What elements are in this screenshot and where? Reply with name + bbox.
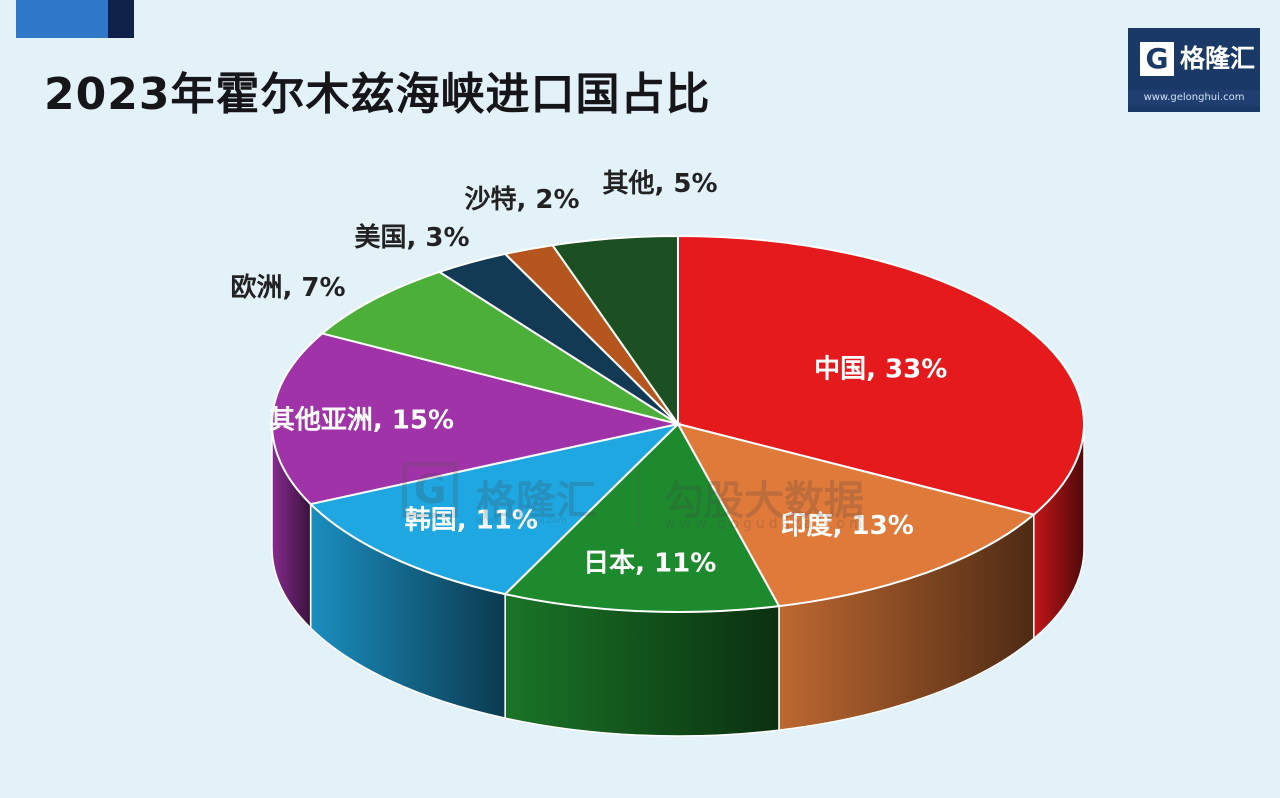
pie-slice-其他 <box>550 234 679 428</box>
watermark-name-secondary: 勾股大数据 <box>664 478 864 524</box>
pie-slice-中国 <box>677 234 1085 516</box>
brand-logo-icon: G <box>1140 42 1174 76</box>
pie-top-slices <box>271 234 1085 613</box>
watermark-url-secondary: www.gogudata.com <box>664 516 867 532</box>
slice-label-美国: 美国, 3% <box>354 222 469 253</box>
slice-label-其他: 其他, 5% <box>602 169 717 199</box>
pie-slice-labels: 中国, 33% 印度, 13% 日本, 11% 韩国, 11% 其他亚洲, 15% 欧洲,… <box>230 169 947 579</box>
pie-side-日本 <box>504 593 780 737</box>
pie-slice-日本 <box>503 422 781 613</box>
corner-accent-blue <box>16 0 108 38</box>
pie-slice-韩国 <box>308 422 682 596</box>
pie-slice-印度 <box>676 422 1036 608</box>
pie-slice-其他亚洲 <box>271 332 679 506</box>
slice-label-沙特: 沙特, 2% <box>464 184 579 215</box>
pie-slice-欧洲 <box>320 270 679 425</box>
slice-label-其他亚洲: 其他亚洲, 15% <box>269 405 454 435</box>
slice-label-中国: 中国, 33% <box>814 354 947 384</box>
corner-accent-bar <box>16 0 134 38</box>
corner-accent-navy <box>108 0 134 38</box>
watermark-name: 格隆汇 <box>476 478 596 524</box>
brand-url: www.gelonghui.com <box>1128 90 1260 106</box>
brand-name: 格隆汇 <box>1180 44 1256 73</box>
watermark-logo-icon: G <box>402 462 458 518</box>
page-title: 2023年霍尔木兹海峡进口国占比 <box>44 69 711 120</box>
slice-label-日本: 日本, 11% <box>583 549 716 579</box>
brand-logo: G 格隆汇 www.gelonghui.com <box>1128 28 1260 112</box>
slice-label-印度: 印度, 13% <box>781 510 914 541</box>
pie-side-walls <box>271 423 1085 737</box>
watermark-url: www.gelonghui.com <box>476 516 567 526</box>
watermark-divider <box>638 470 640 526</box>
slice-label-欧洲: 欧洲, 7% <box>230 272 345 303</box>
slice-label-韩国: 韩国, 11% <box>405 506 538 536</box>
